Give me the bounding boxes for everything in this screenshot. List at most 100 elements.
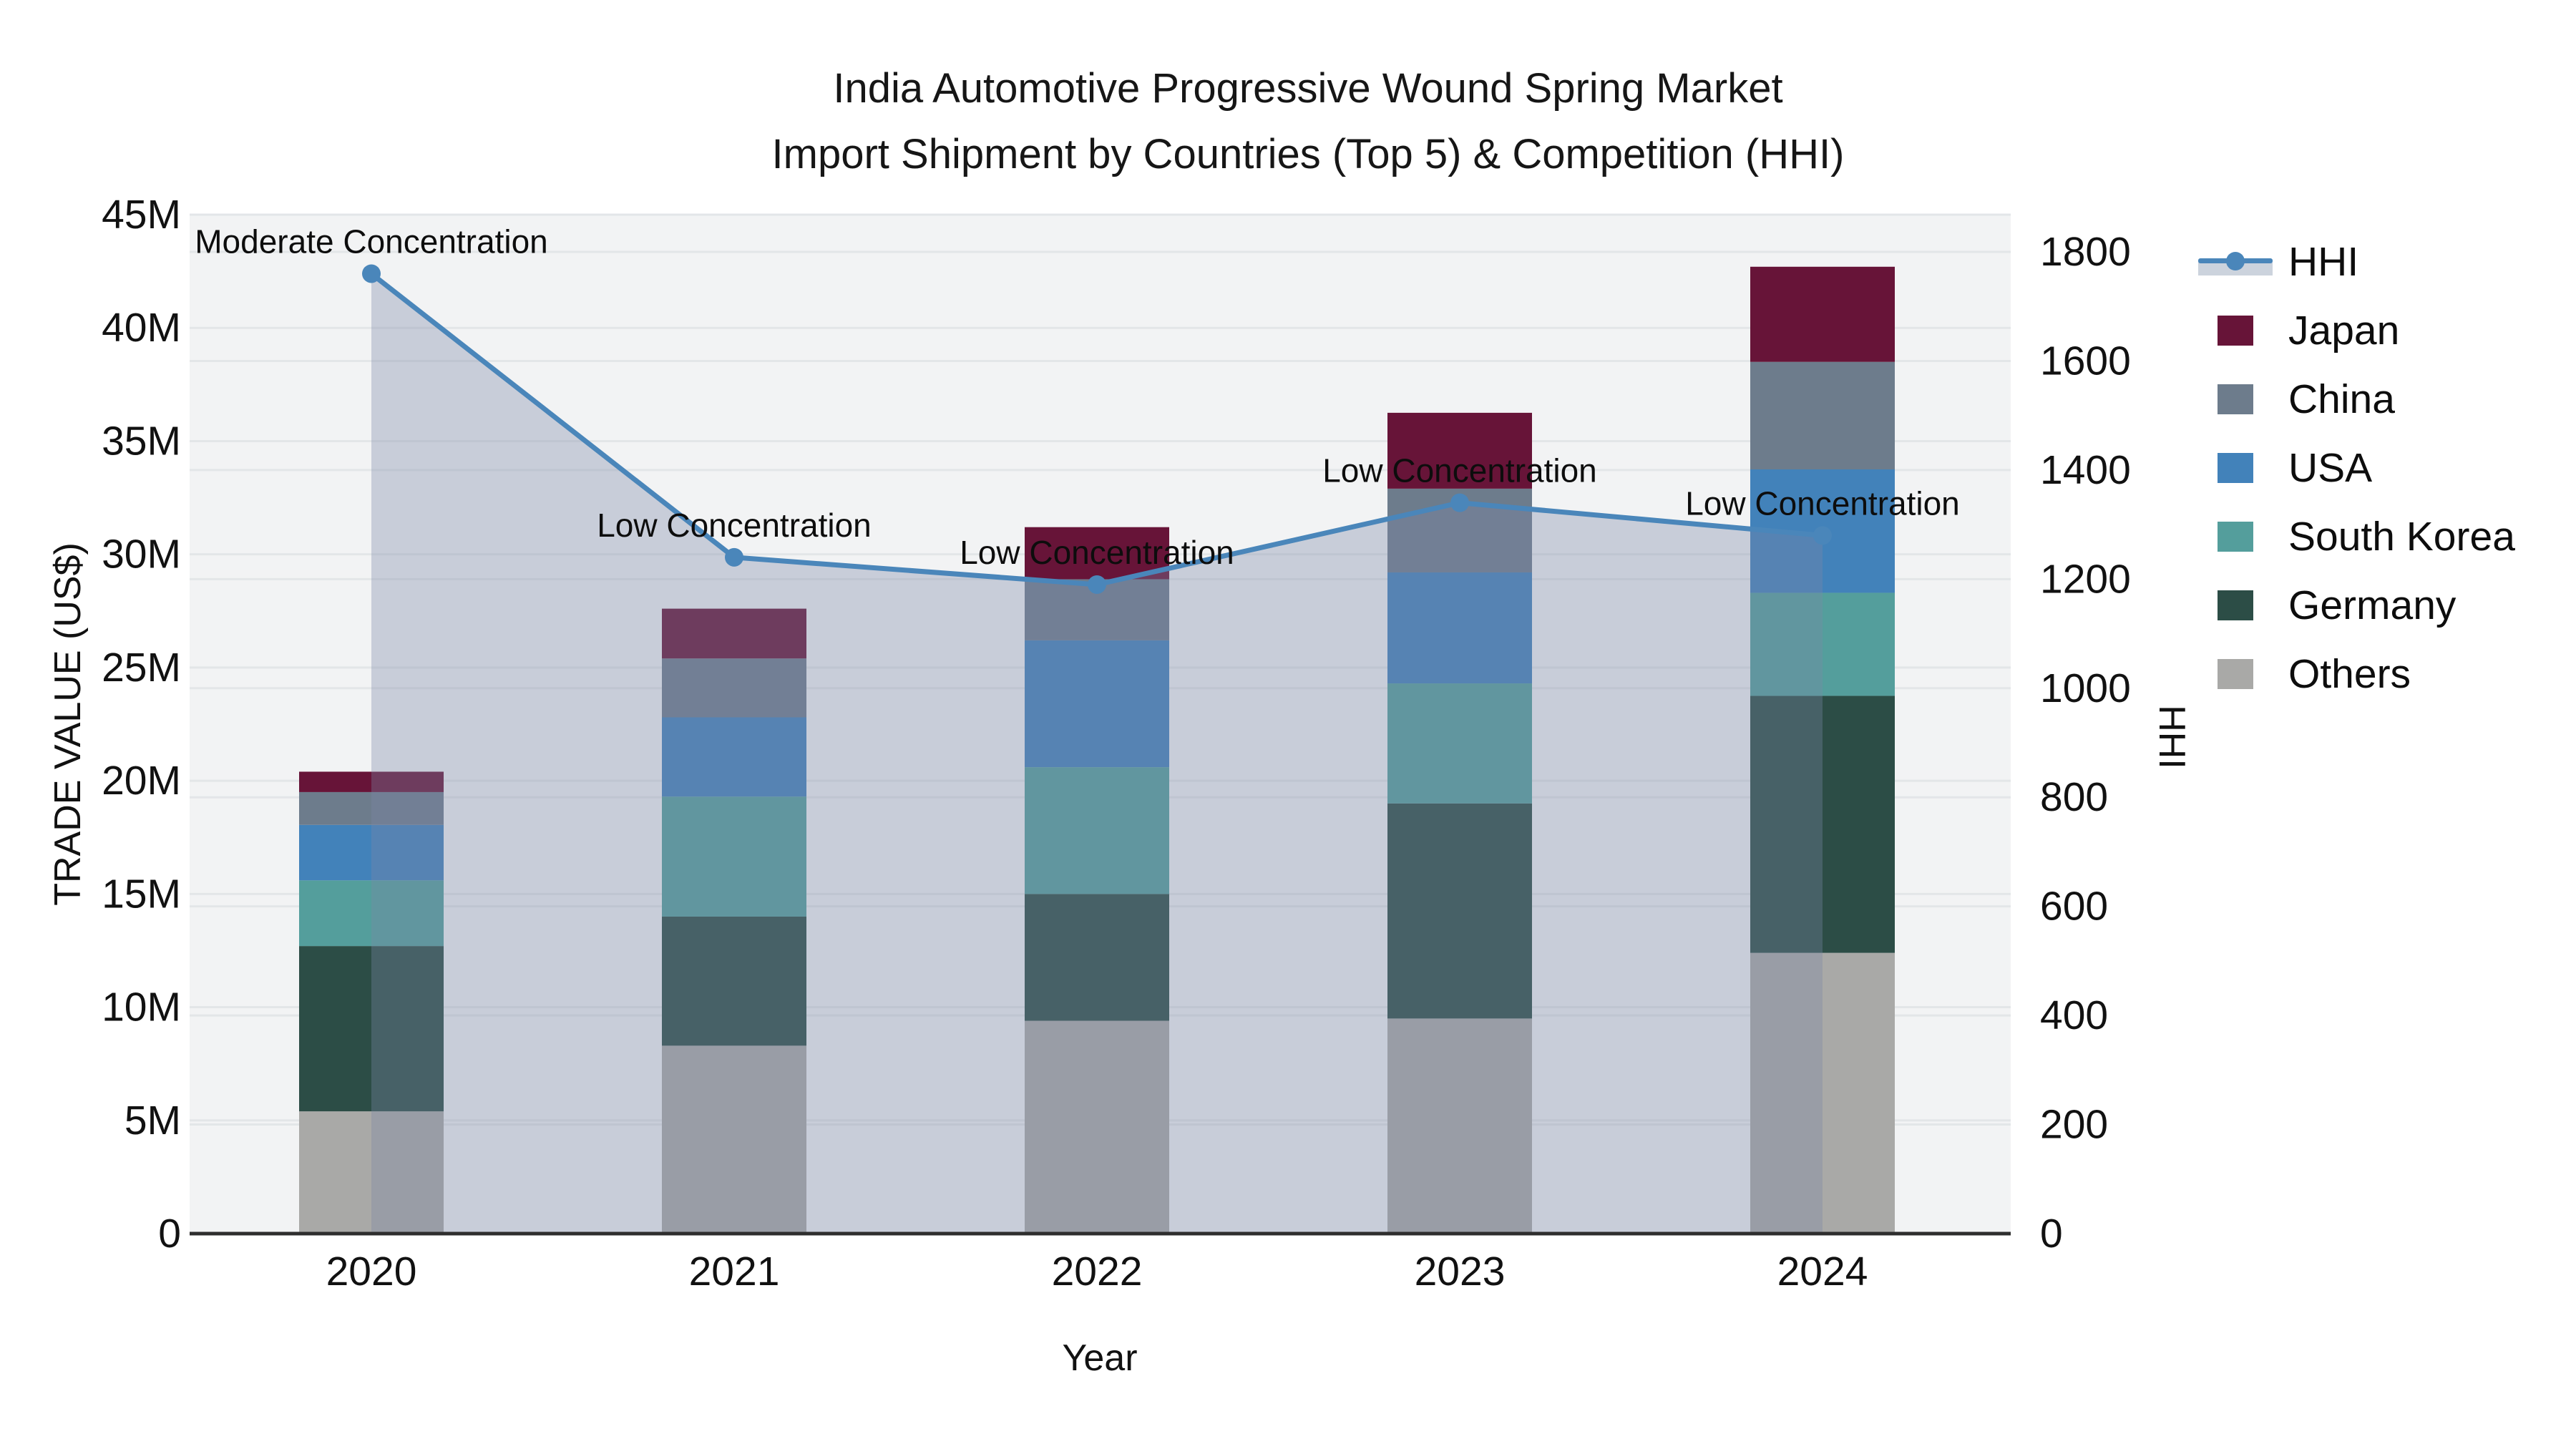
legend-swatch-south-korea bbox=[2198, 522, 2273, 552]
y-left-tick-20M: 20M bbox=[102, 758, 181, 804]
legend-label-japan: Japan bbox=[2288, 308, 2400, 353]
bar-segment-south-korea-2020 bbox=[299, 880, 444, 947]
legend-item-usa: USA bbox=[2198, 434, 2515, 502]
bar-segment-germany-2024 bbox=[1750, 696, 1895, 953]
legend-swatch-japan bbox=[2198, 316, 2273, 346]
bar-segment-japan-2022 bbox=[1025, 527, 1169, 580]
annotation-2022: Low Concentration bbox=[960, 534, 1234, 571]
color-swatch-icon bbox=[2218, 522, 2253, 552]
bar-segment-usa-2020 bbox=[299, 824, 444, 881]
bar-segment-china-2021 bbox=[662, 658, 806, 718]
bar-segment-japan-2021 bbox=[662, 608, 806, 659]
bar-segment-china-2024 bbox=[1750, 361, 1895, 469]
legend-item-china: China bbox=[2198, 365, 2515, 434]
y-right-tick-1200: 1200 bbox=[2040, 556, 2131, 602]
legend-swatch-germany bbox=[2198, 590, 2273, 620]
chart-legend: HHI Japan China USA South Korea Germany Others bbox=[2198, 228, 2515, 708]
y-right-tick-1800: 1800 bbox=[2040, 229, 2131, 275]
y-left-tick-0: 0 bbox=[158, 1211, 181, 1257]
y-left-tick-45M: 45M bbox=[102, 192, 181, 238]
color-swatch-icon bbox=[2218, 384, 2253, 414]
legend-swatch-usa bbox=[2198, 453, 2273, 483]
hhi-line-sample-icon bbox=[2198, 247, 2273, 277]
color-swatch-icon bbox=[2218, 659, 2253, 689]
legend-label-others: Others bbox=[2288, 651, 2411, 697]
x-tick-2022: 2022 bbox=[1052, 1249, 1143, 1294]
annotation-2020: Moderate Concentration bbox=[195, 223, 548, 260]
x-tick-2024: 2024 bbox=[1777, 1249, 1868, 1294]
annotation-2023: Low Concentration bbox=[1322, 452, 1597, 489]
legend-label-china: China bbox=[2288, 376, 2395, 422]
y-right-tick-0: 0 bbox=[2040, 1211, 2063, 1257]
y-left-tick-15M: 15M bbox=[102, 871, 181, 917]
x-tick-2021: 2021 bbox=[689, 1249, 780, 1294]
bar-segment-south-korea-2024 bbox=[1750, 592, 1895, 696]
bar-segment-others-2024 bbox=[1750, 952, 1895, 1234]
legend-item-japan: Japan bbox=[2198, 296, 2515, 365]
legend-label-germany: Germany bbox=[2288, 582, 2457, 628]
x-tick-2023: 2023 bbox=[1415, 1249, 1506, 1294]
bar-segment-china-2020 bbox=[299, 791, 444, 825]
legend-swatch-china bbox=[2198, 384, 2273, 414]
y-right-tick-600: 600 bbox=[2040, 884, 2108, 930]
y-right-tick-800: 800 bbox=[2040, 774, 2108, 820]
color-swatch-icon bbox=[2218, 590, 2253, 620]
legend-label-south-korea: South Korea bbox=[2288, 514, 2515, 560]
legend-item-south-korea: South Korea bbox=[2198, 502, 2515, 571]
legend-item-others: Others bbox=[2198, 640, 2515, 708]
hhi-point-2023 bbox=[1450, 493, 1469, 512]
legend-hhi-line-icon bbox=[2198, 247, 2273, 277]
bar-segment-germany-2020 bbox=[299, 946, 444, 1112]
y-left-tick-25M: 25M bbox=[102, 645, 181, 691]
bar-segment-south-korea-2021 bbox=[662, 796, 806, 917]
y-left-tick-40M: 40M bbox=[102, 305, 181, 351]
bar-segment-germany-2021 bbox=[662, 916, 806, 1046]
y-right-tick-1000: 1000 bbox=[2040, 665, 2131, 711]
y-right-axis-title: HHI bbox=[2151, 705, 2192, 769]
legend-item-hhi: HHI bbox=[2198, 228, 2515, 296]
y-right-tick-1400: 1400 bbox=[2040, 447, 2131, 493]
bar-segment-others-2021 bbox=[662, 1045, 806, 1234]
bar-segment-usa-2021 bbox=[662, 717, 806, 797]
hhi-point-2020 bbox=[362, 264, 381, 283]
y-right-tick-400: 400 bbox=[2040, 992, 2108, 1038]
x-axis-title: Year bbox=[1062, 1337, 1137, 1379]
bar-segment-south-korea-2022 bbox=[1025, 767, 1169, 894]
chart-title-line1: India Automotive Progressive Wound Sprin… bbox=[833, 65, 1783, 112]
hhi-area-fill bbox=[371, 273, 1823, 1234]
color-swatch-icon bbox=[2218, 316, 2253, 346]
bar-segment-japan-2023 bbox=[1387, 412, 1532, 489]
y-left-tick-35M: 35M bbox=[102, 418, 181, 464]
y-left-tick-5M: 5M bbox=[125, 1098, 181, 1143]
legend-item-germany: Germany bbox=[2198, 571, 2515, 640]
hhi-point-2021 bbox=[725, 547, 743, 567]
legend-label-hhi: HHI bbox=[2288, 239, 2359, 285]
bar-segment-japan-2020 bbox=[299, 771, 444, 792]
bar-segment-south-korea-2023 bbox=[1387, 683, 1532, 804]
bar-segment-usa-2023 bbox=[1387, 572, 1532, 684]
bar-segment-others-2020 bbox=[299, 1111, 444, 1234]
color-swatch-icon bbox=[2218, 453, 2253, 483]
bar-segment-germany-2023 bbox=[1387, 803, 1532, 1019]
y-right-tick-200: 200 bbox=[2040, 1102, 2108, 1148]
annotation-2024: Low Concentration bbox=[1685, 484, 1960, 522]
legend-swatch-others bbox=[2198, 659, 2273, 689]
legend-label-usa: USA bbox=[2288, 445, 2373, 491]
bar-segment-usa-2022 bbox=[1025, 640, 1169, 768]
bar-segment-others-2023 bbox=[1387, 1018, 1532, 1234]
hhi-point-2022 bbox=[1088, 575, 1106, 594]
x-tick-2020: 2020 bbox=[326, 1249, 417, 1294]
hhi-point-2024 bbox=[1813, 526, 1832, 545]
bar-segment-others-2022 bbox=[1025, 1020, 1169, 1234]
chart-title: India Automotive Progressive Wound Sprin… bbox=[772, 56, 1845, 187]
annotation-2021: Low Concentration bbox=[597, 507, 872, 544]
bar-segment-germany-2022 bbox=[1025, 894, 1169, 1021]
y-left-axis-title: TRADE VALUE (US$) bbox=[47, 542, 89, 906]
y-right-tick-1600: 1600 bbox=[2040, 338, 2131, 384]
chart-title-line2: Import Shipment by Countries (Top 5) & C… bbox=[771, 131, 1845, 177]
y-left-tick-30M: 30M bbox=[102, 532, 181, 577]
bar-segment-japan-2024 bbox=[1750, 266, 1895, 362]
y-left-tick-10M: 10M bbox=[102, 985, 181, 1030]
